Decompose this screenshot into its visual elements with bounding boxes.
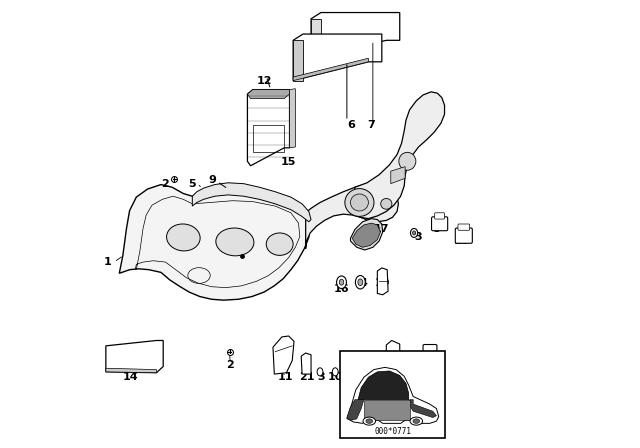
Ellipse shape [351,194,369,211]
Polygon shape [347,400,364,420]
Polygon shape [353,92,445,219]
Polygon shape [311,13,400,58]
Polygon shape [248,90,289,99]
Ellipse shape [366,419,372,423]
Polygon shape [119,185,310,300]
Ellipse shape [345,189,374,216]
Polygon shape [293,40,303,81]
Text: 20: 20 [344,372,360,382]
Polygon shape [248,90,289,166]
Text: 6: 6 [348,121,355,130]
Text: 18: 18 [453,236,469,246]
Polygon shape [364,400,410,420]
Text: 21: 21 [299,372,314,382]
FancyBboxPatch shape [423,345,437,365]
Ellipse shape [337,276,346,289]
Polygon shape [293,58,369,81]
Text: 17: 17 [374,224,390,234]
Ellipse shape [216,228,254,256]
Ellipse shape [413,419,420,423]
Ellipse shape [358,279,363,286]
Ellipse shape [266,233,293,255]
Text: 10: 10 [328,372,344,382]
Text: 13: 13 [388,372,403,382]
Ellipse shape [399,152,416,170]
Text: 16: 16 [333,284,349,294]
Polygon shape [358,371,409,400]
Polygon shape [106,368,157,373]
FancyBboxPatch shape [458,224,470,230]
Ellipse shape [317,368,323,376]
Text: 14: 14 [123,372,139,382]
Ellipse shape [363,417,376,425]
Polygon shape [410,400,436,418]
Ellipse shape [410,228,418,237]
Ellipse shape [381,198,392,209]
Text: 7: 7 [367,121,376,130]
Polygon shape [273,336,294,374]
Ellipse shape [410,417,422,425]
Ellipse shape [166,224,200,251]
Text: 4: 4 [360,278,368,288]
Ellipse shape [339,280,344,285]
FancyBboxPatch shape [455,228,472,243]
Polygon shape [106,340,163,373]
Text: 2: 2 [226,360,234,370]
FancyBboxPatch shape [435,213,445,219]
Polygon shape [391,167,405,184]
Polygon shape [378,268,388,295]
Text: 15: 15 [281,157,296,167]
Text: 1: 1 [103,257,111,267]
FancyBboxPatch shape [431,217,448,231]
Text: 000*0771: 000*0771 [374,427,412,436]
Text: 19: 19 [375,278,390,288]
Polygon shape [192,183,311,222]
Text: 5: 5 [189,179,196,189]
Text: 11: 11 [277,372,293,382]
FancyBboxPatch shape [340,351,445,438]
Text: 3: 3 [317,372,324,382]
Polygon shape [351,219,383,250]
Text: 22: 22 [422,360,438,370]
Polygon shape [293,34,382,81]
Polygon shape [347,367,439,423]
Polygon shape [311,19,321,58]
Ellipse shape [413,231,415,235]
Text: 8: 8 [433,224,440,234]
Text: 2: 2 [161,179,170,189]
Ellipse shape [332,368,338,376]
Polygon shape [352,223,380,247]
Polygon shape [387,340,400,377]
Polygon shape [301,353,311,374]
Ellipse shape [355,276,365,289]
Ellipse shape [348,368,355,376]
Text: 12: 12 [256,76,272,86]
Text: 9: 9 [209,175,216,185]
Polygon shape [289,89,296,148]
Text: 3: 3 [414,233,422,242]
Polygon shape [306,183,398,249]
